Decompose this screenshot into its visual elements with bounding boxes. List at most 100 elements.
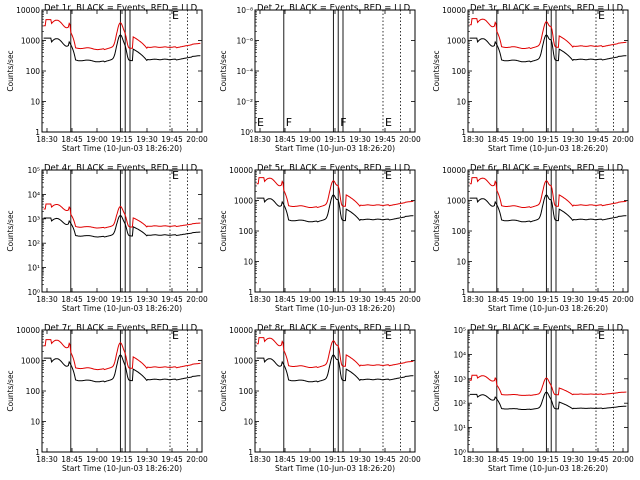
x-tick-label: 19:00 — [299, 135, 321, 144]
series-lld-line — [256, 177, 414, 209]
series-lld-line — [43, 203, 201, 229]
plot-frame — [467, 9, 629, 133]
detector-panel-7: Det 7r, BLACK = Events, RED = LLD 1 10 100 1… — [6, 324, 208, 474]
y-tick-label: 1000 — [234, 357, 253, 366]
plot-frame — [41, 329, 203, 453]
x-tick-label: 18:45 — [487, 455, 509, 464]
y-tick-label: 10⁵ — [453, 326, 466, 335]
series-events-line — [469, 391, 627, 411]
x-tick-label: 19:15 — [111, 455, 133, 464]
x-tick-label: 19:15 — [324, 295, 346, 304]
x-tick-label: 19:00 — [512, 455, 534, 464]
panel-title: Det 9r, BLACK = Events, RED = LLD — [470, 324, 624, 334]
y-tick-label: 1000 — [21, 357, 40, 366]
x-tick-label: 19:30 — [349, 295, 371, 304]
panel-title: Det 2r, BLACK = Events, RED = LLD — [257, 4, 411, 14]
y-tick-label: 10 — [30, 98, 40, 107]
x-tick-label: 19:30 — [562, 295, 584, 304]
x-tick-label: 19:45 — [587, 135, 609, 144]
x-tick-label: 19:00 — [299, 455, 321, 464]
x-tick-label: 19:30 — [136, 135, 158, 144]
detector-panel-5: Det 5r, BLACK = Events, RED = LLD 1 10 100 1… — [219, 164, 421, 314]
x-tick-label: 18:30 — [249, 455, 271, 464]
x-tick-label: 20:00 — [612, 135, 634, 144]
plot-frame — [254, 169, 416, 293]
x-tick-label: 19:30 — [136, 295, 158, 304]
series-events-line — [256, 354, 414, 383]
x-tick-label: 20:00 — [612, 455, 634, 464]
x-axis-label: Start Time (10-Jun-03 18:26:20) — [275, 464, 395, 473]
series-lld-line — [256, 337, 414, 369]
y-tick-label: 10000 — [229, 166, 253, 175]
x-tick-label: 19:30 — [562, 135, 584, 144]
plot-frame — [41, 9, 203, 133]
plot-frame — [41, 169, 203, 293]
x-tick-label: 19:00 — [512, 135, 534, 144]
x-tick-label: 19:15 — [537, 135, 559, 144]
y-tick-label: 1 — [461, 288, 466, 297]
x-tick-label: 18:45 — [487, 295, 509, 304]
y-axis-label: Counts/sec — [432, 210, 441, 251]
y-tick-label: 10⁻⁸ — [236, 6, 253, 15]
x-tick-label: 19:15 — [537, 295, 559, 304]
detector-panel-1: Det 1r, BLACK = Events, RED = LLD 1 10 100 1… — [6, 4, 208, 154]
x-tick-label: 18:30 — [462, 455, 484, 464]
y-tick-label: 1000 — [447, 197, 466, 206]
y-tick-label: 1000 — [234, 197, 253, 206]
marker-letter: E — [598, 329, 605, 342]
y-tick-label: 100 — [239, 387, 254, 396]
x-tick-label: 19:00 — [299, 295, 321, 304]
y-tick-label: 10000 — [16, 326, 40, 335]
x-tick-label: 19:45 — [587, 295, 609, 304]
y-tick-label: 10000 — [442, 166, 466, 175]
panel-title: Det 7r, BLACK = Events, RED = LLD — [44, 324, 198, 334]
y-tick-label: 10000 — [442, 6, 466, 15]
x-tick-label: 20:00 — [399, 295, 421, 304]
x-tick-label: 19:45 — [161, 135, 183, 144]
y-tick-label: 100 — [452, 227, 467, 236]
x-tick-label: 19:15 — [111, 295, 133, 304]
y-tick-label: 10¹ — [453, 424, 466, 433]
x-tick-label: 19:45 — [587, 455, 609, 464]
y-tick-label: 10 — [243, 418, 253, 427]
y-tick-label: 1 — [248, 448, 253, 457]
y-tick-label: 1 — [248, 288, 253, 297]
x-tick-label: 19:15 — [324, 455, 346, 464]
x-axis-label: Start Time (10-Jun-03 18:26:20) — [488, 304, 608, 313]
x-tick-label: 19:00 — [86, 455, 108, 464]
y-tick-label: 10 — [30, 418, 40, 427]
panel-title: Det 3r, BLACK = Events, RED = LLD — [470, 4, 624, 14]
y-axis-label: Counts/sec — [432, 370, 441, 411]
marker-letter: E — [598, 169, 605, 182]
y-tick-label: 100 — [26, 67, 41, 76]
x-tick-label: 18:30 — [249, 295, 271, 304]
x-tick-label: 18:45 — [274, 135, 296, 144]
detector-panel-3: Det 3r, BLACK = Events, RED = LLD 1 10 100 1… — [432, 4, 634, 154]
x-tick-label: 20:00 — [399, 135, 421, 144]
y-tick-label: 10 — [243, 258, 253, 267]
x-axis-label: Start Time (10-Jun-03 18:26:20) — [275, 304, 395, 313]
y-tick-label: 10² — [27, 239, 40, 248]
series-events-line — [256, 194, 414, 223]
y-tick-label: 10 — [456, 258, 466, 267]
x-tick-label: 18:45 — [274, 455, 296, 464]
plot-frame — [254, 9, 416, 133]
panel-title: Det 5r, BLACK = Events, RED = LLD — [257, 164, 411, 174]
y-tick-label: 10000 — [16, 6, 40, 15]
y-tick-label: 1 — [35, 448, 40, 457]
x-tick-label: 20:00 — [186, 455, 208, 464]
y-tick-label: 10⁻⁶ — [236, 37, 253, 46]
y-tick-label: 1 — [35, 128, 40, 137]
marker-letter: F — [286, 116, 292, 129]
x-tick-label: 19:15 — [537, 455, 559, 464]
x-tick-label: 20:00 — [399, 455, 421, 464]
series-lld-line — [43, 339, 201, 371]
x-tick-label: 18:45 — [61, 455, 83, 464]
panel-title: Det 8r, BLACK = Events, RED = LLD — [257, 324, 411, 334]
y-tick-label: 10¹ — [27, 264, 40, 273]
plot-frame — [467, 329, 629, 453]
x-tick-label: 20:00 — [186, 295, 208, 304]
panel-title: Det 6r, BLACK = Events, RED = LLD — [470, 164, 624, 174]
series-lld-line — [469, 18, 627, 50]
